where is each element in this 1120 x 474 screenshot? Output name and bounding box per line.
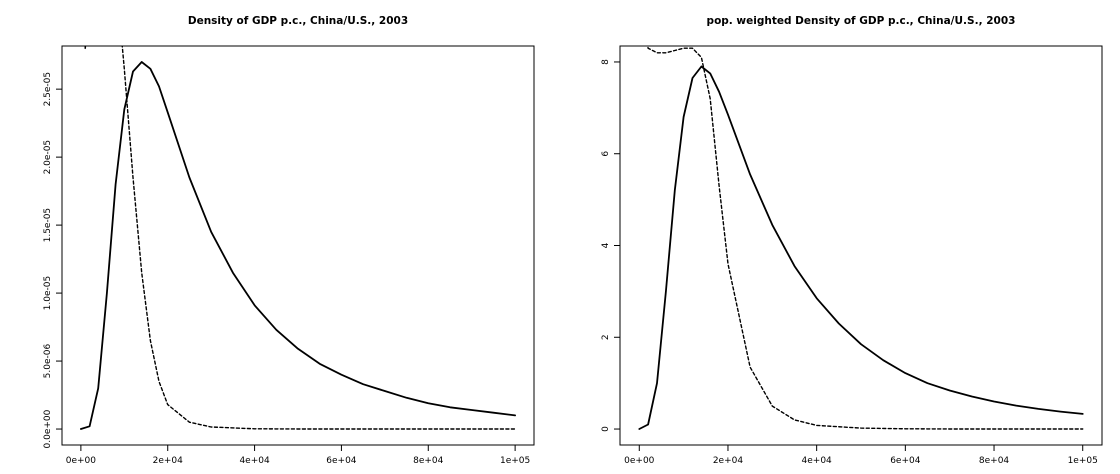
- density-chart: Density of GDP p.c., China/U.S., 2003 0e+…: [0, 0, 560, 470]
- y-tick-label: 1.0e-05: [43, 276, 53, 311]
- pop-weighted-density-chart: pop. weighted Density of GDP p.c., China…: [560, 0, 1120, 470]
- y-tick-label: 2.5e-05: [43, 72, 53, 107]
- x-tick-label: 0e+00: [624, 456, 655, 466]
- y-tick-label: 0: [601, 426, 611, 432]
- y-tick-label: 2.0e-05: [43, 140, 53, 175]
- x-tick-label: 1e+05: [500, 456, 530, 466]
- x-tick-label: 6e+04: [890, 456, 921, 466]
- y-tick-label: 4: [601, 242, 611, 248]
- x-tick-label: 8e+04: [979, 456, 1010, 466]
- y-tick-label: 2: [601, 334, 611, 340]
- x-tick-label: 6e+04: [326, 456, 357, 466]
- x-tick-label: 4e+04: [802, 456, 833, 466]
- y-tick-label: 5.0e-06: [43, 344, 53, 379]
- x-tick-label: 4e+04: [239, 456, 270, 466]
- series-line-solid: [639, 67, 1082, 430]
- x-tick-label: 2e+04: [153, 456, 184, 466]
- chart-title: pop. weighted Density of GDP p.c., China…: [707, 15, 1016, 27]
- chart-title: Density of GDP p.c., China/U.S., 2003: [188, 15, 408, 27]
- y-tick-label: 6: [601, 151, 611, 157]
- chart-panel-left: Density of GDP p.c., China/U.S., 2003 0e+…: [0, 0, 560, 470]
- x-tick-label: 2e+04: [713, 456, 744, 466]
- x-tick-label: 0e+00: [66, 456, 97, 466]
- series-line-dashed: [639, 0, 1082, 429]
- y-tick-label: 8: [601, 59, 611, 65]
- y-tick-label: 0.0e+00: [43, 409, 53, 448]
- x-tick-label: 8e+04: [413, 456, 444, 466]
- chart-panel-right: pop. weighted Density of GDP p.c., China…: [560, 0, 1120, 470]
- plot-frame: [62, 46, 534, 445]
- x-tick-label: 1e+05: [1068, 456, 1098, 466]
- series-line-solid: [81, 62, 515, 429]
- y-tick-label: 1.5e-05: [43, 208, 53, 243]
- plot-frame: [620, 46, 1102, 445]
